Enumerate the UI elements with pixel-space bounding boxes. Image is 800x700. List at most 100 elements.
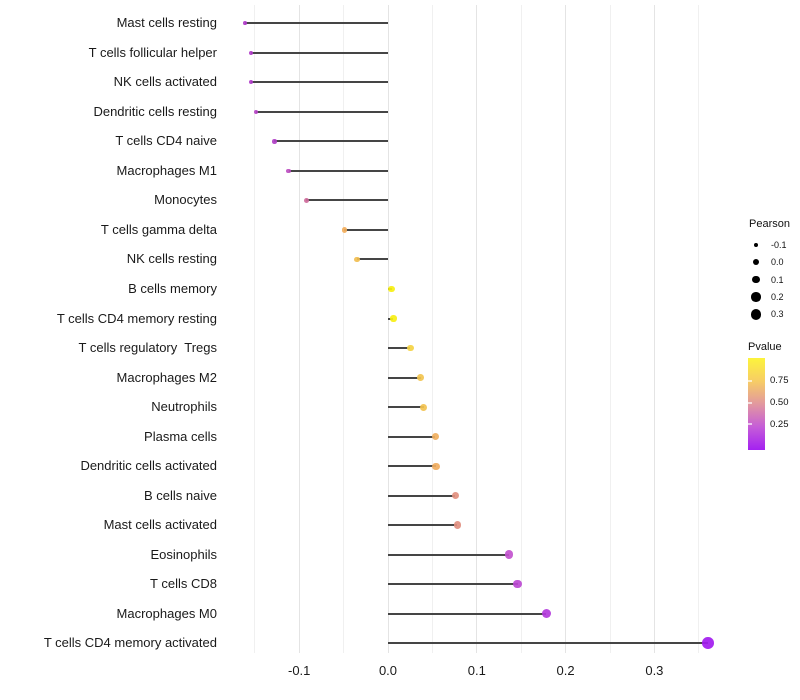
gridline-major — [387, 5, 389, 653]
lollipop-stem — [255, 110, 388, 113]
lollipop-stem — [344, 228, 388, 231]
lollipop-dot — [513, 579, 522, 589]
y-axis-label: NK cells resting — [126, 251, 217, 267]
y-axis-label: Neutrophils — [151, 399, 217, 415]
lollipop-stem — [306, 199, 388, 202]
pvalue-tick-mark — [748, 379, 752, 382]
y-axis-label: Macrophages M2 — [116, 369, 217, 385]
lollipop-stem — [388, 642, 708, 645]
lollipop-dot — [390, 315, 397, 322]
lollipop-dot — [388, 285, 395, 293]
lollipop-stem — [388, 465, 436, 468]
legend-pearson-label: 0.1 — [771, 274, 784, 285]
lollipop-dot — [341, 227, 348, 233]
y-axis-label: Plasma cells — [144, 428, 217, 444]
lollipop-dot — [253, 109, 258, 114]
lollipop-stem — [388, 494, 456, 497]
pvalue-gradient-bar — [748, 358, 765, 450]
lollipop-stem — [388, 583, 518, 586]
lollipop-stem — [274, 140, 388, 143]
y-axis-label: T cells CD4 memory activated — [43, 635, 217, 651]
legend-pearson-dot — [752, 259, 760, 266]
x-axis-tick-label: 0.0 — [378, 663, 398, 678]
x-axis-tick-label: 0.2 — [556, 663, 575, 678]
lollipop-dot — [451, 491, 460, 500]
pvalue-tick-label: 0.25 — [770, 418, 789, 430]
lollipop-stem — [388, 347, 411, 350]
lollipop-dot — [453, 521, 461, 529]
legend-pearson-dot — [750, 308, 762, 320]
gridline-minor — [431, 5, 433, 653]
lollipop-stem — [388, 524, 458, 527]
y-axis-label: Monocytes — [154, 192, 217, 208]
lollipop-stem — [388, 612, 547, 615]
y-axis-label: Eosinophils — [150, 546, 218, 562]
lollipop-stem — [388, 376, 421, 379]
legend-pvalue-title: Pvalue — [748, 341, 782, 353]
x-axis-tick-label: 0.1 — [467, 663, 486, 678]
y-axis-label: T cells follicular helper — [88, 44, 217, 60]
lollipop-dot — [243, 21, 247, 26]
y-axis-label: T cells CD4 naive — [115, 133, 217, 149]
legend-pearson-label: -0.1 — [771, 240, 787, 250]
legend-pearson-label: 0.3 — [771, 309, 784, 320]
y-axis-label: T cells regulatory Tregs — [78, 340, 217, 356]
y-axis-label: NK cells activated — [113, 74, 217, 90]
lollipop-stem — [388, 406, 424, 409]
lollipop-dot — [272, 139, 277, 144]
gridline-major — [476, 5, 478, 653]
lollipop-dot — [504, 550, 513, 559]
y-axis-label: Mast cells resting — [116, 15, 217, 31]
x-axis-tick-label: 0.3 — [645, 663, 664, 678]
gridline-major — [298, 5, 300, 653]
pvalue-tick-mark — [748, 401, 752, 404]
y-axis-label: B cells naive — [144, 487, 217, 503]
lollipop-stem — [251, 51, 388, 54]
lollipop-stem — [251, 81, 388, 84]
gridline-major — [653, 5, 655, 653]
lollipop-dot — [417, 374, 425, 381]
lollipop-stem — [245, 22, 388, 25]
legend-pearson-title: Pearson — [749, 218, 790, 230]
pvalue-tick-label: 0.75 — [770, 375, 789, 387]
y-axis-label: T cells gamma delta — [100, 221, 217, 237]
gridline-minor — [254, 5, 256, 653]
lollipop-dot — [249, 80, 254, 85]
lollipop-stem — [288, 169, 388, 172]
y-axis-label: B cells memory — [128, 280, 217, 296]
lollipop-dot — [303, 197, 309, 203]
gridline-minor — [343, 5, 345, 653]
lollipop-dot — [541, 609, 551, 619]
x-axis-tick-label: -0.1 — [287, 663, 311, 678]
y-axis-label: Macrophages M1 — [116, 162, 217, 178]
lollipop-stem — [356, 258, 388, 261]
lollipop-stem — [388, 553, 509, 556]
legend-pearson-label: 0.0 — [771, 257, 784, 268]
y-axis-label: Dendritic cells resting — [93, 103, 217, 119]
lollipop-dot — [701, 637, 714, 650]
y-axis-label: T cells CD8 — [150, 576, 217, 592]
y-axis-label: Dendritic cells activated — [80, 458, 217, 474]
gridline-minor — [698, 5, 700, 653]
legend-pearson-dot — [751, 292, 761, 302]
gridline-minor — [520, 5, 522, 653]
legend-pearson-dot — [753, 242, 759, 248]
lollipop-dot — [431, 433, 439, 441]
pvalue-tick-mark — [748, 423, 752, 426]
y-axis-label: Mast cells activated — [103, 517, 217, 533]
lollipop-dot — [432, 462, 440, 470]
lollipop-stem — [388, 435, 436, 438]
lollipop-dot — [354, 256, 360, 263]
legend-pearson-label: 0.2 — [771, 291, 784, 302]
legend-pearson-dot — [752, 275, 760, 284]
gridline-major — [565, 5, 567, 653]
lollipop-dot — [406, 344, 414, 352]
gridline-minor — [609, 5, 611, 653]
y-axis-label: T cells CD4 memory resting — [56, 310, 217, 326]
lollipop-dot — [420, 403, 427, 411]
y-axis-label: Macrophages M0 — [116, 605, 217, 621]
lollipop-dot — [286, 168, 291, 174]
pvalue-tick-label: 0.50 — [770, 397, 789, 409]
lollipop-dot — [249, 50, 254, 55]
